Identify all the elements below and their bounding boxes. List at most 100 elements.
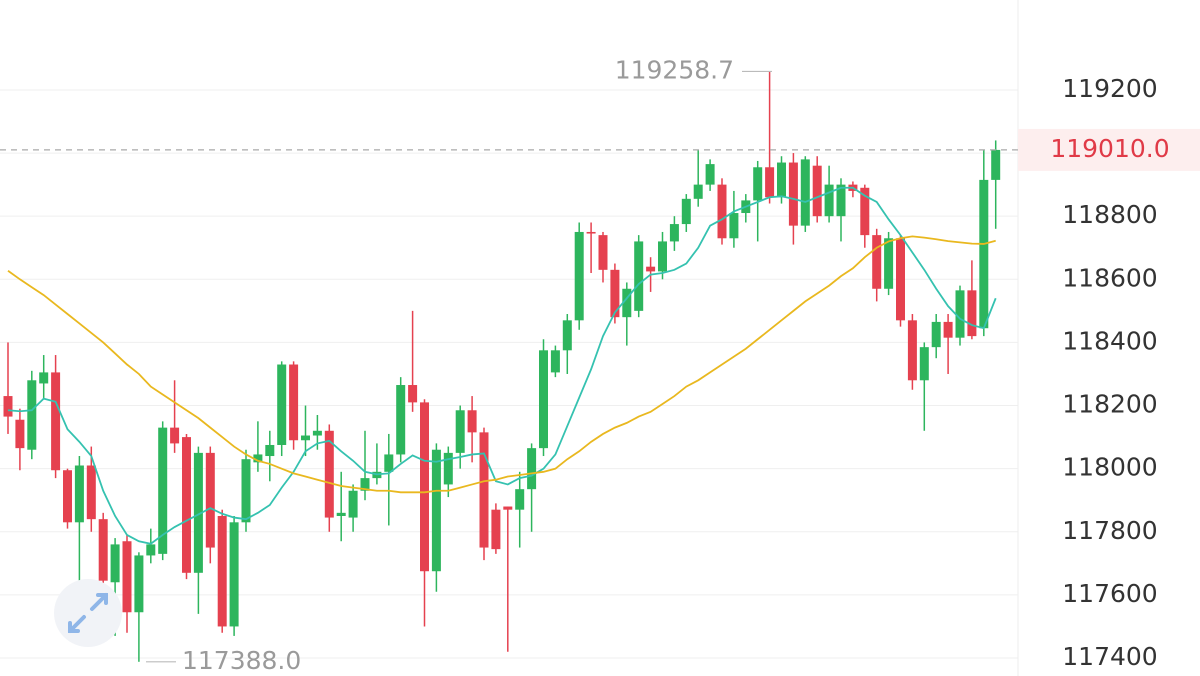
candle-body [455,410,465,453]
candle-body [467,410,477,433]
candle-body [420,402,429,572]
y-tick-label: 118600 [1062,263,1157,292]
candle-body [717,184,727,239]
candle-body [241,459,251,523]
candle-body [943,321,953,338]
candle-body [443,452,453,485]
candle-body [51,372,61,471]
candle-body [63,470,72,523]
candle-body [39,372,49,384]
candle-body [182,437,191,573]
candle-body [872,235,882,289]
candle-body [777,162,786,198]
candle-body [515,489,525,510]
ma-line [7,235,996,494]
candle-body [15,419,25,449]
candle-body [824,184,834,217]
y-tick-label: 119200 [1062,74,1157,103]
candle-body [860,187,870,236]
candle-body [277,364,287,445]
candle-body [586,231,596,234]
last-price-label: 119010.0 [1050,134,1169,163]
candle-body [27,380,37,450]
y-tick-label: 118000 [1062,453,1157,482]
candle-body [336,512,346,516]
candle-body [598,235,608,270]
candle-body [919,347,929,381]
candle-body [622,288,632,318]
candle-body [86,465,96,520]
candle-body [753,167,763,201]
candle-body [324,430,334,518]
candle-body [765,167,775,198]
candle-body [800,159,810,226]
candle-body [979,179,989,329]
candle-body [562,320,572,351]
candle-body [646,266,656,272]
candle-body [491,509,501,550]
candle-body [312,430,322,436]
candle-body [217,515,227,627]
candle-body [3,396,13,417]
candle-body [229,522,239,627]
candle-body [134,555,144,613]
candle-body [907,320,917,381]
candle-body [253,454,263,463]
candle-body [634,241,644,311]
candle-body [205,452,215,548]
y-tick-label: 117800 [1062,516,1157,545]
candle-body [812,165,822,217]
candle-body [550,350,560,373]
candle-body [396,385,406,455]
candle-body [503,506,513,510]
last-price-box [1018,128,1200,171]
candle-body [931,321,941,348]
candle-body [693,184,703,199]
candle-body [110,544,120,583]
candle-body [289,364,299,441]
candle-body [408,385,418,403]
low-annotation: 117388.0 [182,646,301,675]
candle-body [836,184,846,217]
candle-body [348,490,358,518]
candle-body [384,454,394,472]
candle-body [431,449,441,572]
y-tick-label: 118800 [1062,200,1157,229]
candle-body [539,350,548,449]
candle-body [991,149,1001,180]
y-tick-label: 117600 [1062,579,1157,608]
expand-icon [68,593,108,633]
candle-body [479,432,489,548]
candle-body [360,478,370,491]
candle-body [729,213,739,239]
candle-body [574,231,584,321]
ma-line [7,186,997,545]
candle-body [122,541,132,613]
candle-body [527,448,537,490]
candle-body [158,427,168,554]
high-annotation: 119258.7 [615,55,734,84]
candle-body [967,290,977,337]
candle-body [74,465,84,523]
candle-body [265,444,275,457]
candle-body [669,224,679,242]
candle-body [610,269,620,318]
candle-body [788,162,798,226]
candle-body [681,198,691,225]
candle-body [170,427,180,444]
expand-button[interactable] [54,579,122,647]
candle-body [884,238,894,289]
candle-body [98,519,108,581]
candle-body [705,164,715,185]
candle-body [301,435,310,441]
candle-body [955,290,965,338]
y-tick-label: 118200 [1062,390,1157,419]
candle-body [896,238,905,321]
y-tick-label: 117400 [1062,642,1157,671]
candle-body [658,241,667,272]
candle-body [193,452,203,573]
y-tick-label: 118400 [1062,326,1157,355]
candle-body [146,544,156,556]
